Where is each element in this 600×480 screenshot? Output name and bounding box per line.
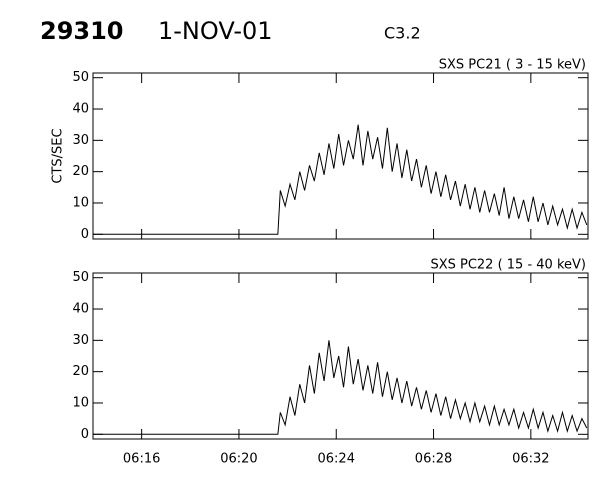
event-date: 1-NOV-01 (158, 17, 273, 45)
x-tick-label: 06:16 (123, 452, 160, 467)
x-tick-label: 06:20 (220, 452, 257, 467)
y-tick-label: 30 (72, 333, 89, 348)
plot-frame (92, 272, 589, 440)
y-tick-label: 10 (72, 195, 89, 210)
event-id: 29310 (40, 17, 124, 45)
panel-title: SXS PC22 ( 15 - 40 keV) (430, 258, 586, 273)
data-line (93, 124, 588, 235)
y-axis-label: CTS/SEC (51, 128, 66, 183)
y-tick-label: 40 (72, 102, 89, 117)
y-tick-label: 30 (72, 133, 89, 148)
y-tick-label: 20 (72, 164, 89, 179)
x-tick-label: 06:28 (415, 452, 452, 467)
y-tick-label: 50 (72, 70, 89, 85)
data-line (93, 340, 588, 435)
x-tick-label: 06:24 (318, 452, 355, 467)
y-tick-label: 10 (72, 395, 89, 410)
x-tick-label: 06:32 (512, 452, 549, 467)
panel-title: SXS PC21 ( 3 - 15 keV) (439, 58, 586, 73)
y-tick-label: 40 (72, 302, 89, 317)
flare-class: C3.2 (384, 24, 421, 43)
plot-frame (92, 72, 589, 240)
y-tick-label: 50 (72, 270, 89, 285)
y-tick-label: 20 (72, 364, 89, 379)
y-tick-label: 0 (81, 227, 89, 242)
y-tick-label: 0 (81, 427, 89, 442)
